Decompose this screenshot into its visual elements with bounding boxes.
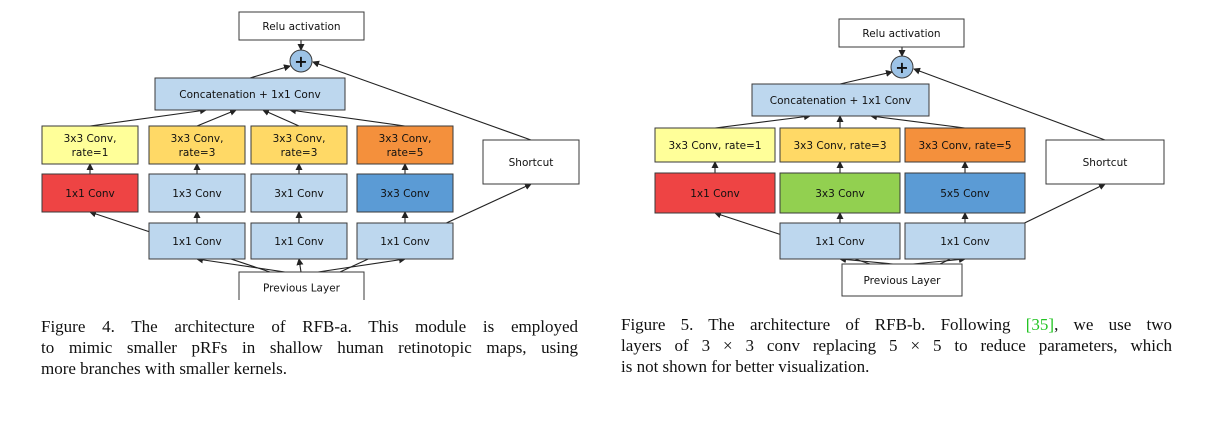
- rfb-a-edge: [299, 259, 301, 272]
- rfb-b-edge: [913, 259, 965, 264]
- rfb-a-diagram: Relu activation Concatenation + 1x1 Conv 3…: [42, 12, 579, 300]
- rfb-b-caption-line-3: is not shown for better visualization.: [621, 356, 1172, 377]
- rfb-a-node-label: 3x3 Conv,: [64, 133, 117, 145]
- rfb-a-node-label: 3x3 Conv,: [171, 133, 224, 145]
- rfb-b-node-b1-dil: 3x3 Conv, rate=1: [655, 128, 775, 162]
- rfb-a-node-label: rate=3: [281, 147, 318, 159]
- rfb-b-node-b3-red: 1x1 Conv: [905, 223, 1025, 259]
- rfb-a-node-label: Concatenation + 1x1 Conv: [179, 89, 320, 101]
- rfb-b-node-label: Relu activation: [862, 28, 940, 40]
- rfb-a-node-b4-dil: 3x3 Conv, rate=5: [357, 126, 453, 164]
- rfb-a-node-b1-dil: 3x3 Conv, rate=1: [42, 126, 138, 164]
- rfb-a-node-label: 1x3 Conv: [172, 188, 222, 200]
- rfb-a-edge: [90, 110, 206, 126]
- rfb-b-node-b3-dil: 3x3 Conv, rate=5: [905, 128, 1025, 162]
- rfb-b-node-prev: Previous Layer: [842, 264, 962, 296]
- rfb-a-edge: [290, 110, 405, 126]
- rfb-a-caption-line-1: Figure 4. The architecture of RFB-a. Thi…: [41, 316, 578, 337]
- rfb-a-node-b4-conv: 3x3 Conv: [357, 174, 453, 212]
- rfb-b-plus-icon: +: [895, 58, 908, 77]
- rfb-a-sum-node: +: [290, 50, 312, 72]
- rfb-b-node-label: 3x3 Conv, rate=1: [668, 140, 761, 152]
- rfb-b-node-label: 3x3 Conv, rate=5: [918, 140, 1011, 152]
- rfb-b-node-label: Concatenation + 1x1 Conv: [770, 95, 911, 107]
- rfb-a-node-label: 3x3 Conv,: [273, 133, 326, 145]
- rfb-b-node-label: 3x3 Conv: [815, 188, 865, 200]
- rfb-b-caption-text-b: , we use two: [1054, 315, 1172, 334]
- rfb-a-caption-line-2: to mimic smaller pRFs in shallow human r…: [41, 337, 578, 358]
- rfb-a-node-label: 1x1 Conv: [380, 236, 430, 248]
- rfb-b-node-label: Previous Layer: [864, 275, 942, 287]
- rfb-b-node-label: 1x1 Conv: [940, 236, 990, 248]
- rfb-a-caption-line-3: more branches with smaller kernels.: [41, 358, 578, 379]
- rfb-a-caption: Figure 4. The architecture of RFB-a. Thi…: [41, 316, 578, 379]
- rfb-a-node-label: 3x3 Conv,: [379, 133, 432, 145]
- rfb-b-caption-line-2: layers of 3 × 3 conv replacing 5 × 5 to …: [621, 335, 1172, 356]
- rfb-b-node-label: 3x3 Conv, rate=3: [793, 140, 886, 152]
- rfb-a-node-label: 3x1 Conv: [274, 188, 324, 200]
- rfb-b-node-relu: Relu activation: [839, 19, 964, 47]
- rfb-b-edge: [840, 72, 892, 84]
- rfb-a-node-label: 1x1 Conv: [65, 188, 115, 200]
- rfb-b-node-b2-conv: 3x3 Conv: [780, 173, 900, 213]
- rfb-b-node-shortcut: Shortcut: [1046, 140, 1164, 184]
- rfb-a-node-b3-conv: 3x1 Conv: [251, 174, 347, 212]
- rfb-b-node-b3-conv: 5x5 Conv: [905, 173, 1025, 213]
- rfb-a-node-label: 1x1 Conv: [274, 236, 324, 248]
- rfb-b-node-concat: Concatenation + 1x1 Conv: [752, 84, 929, 116]
- rfb-a-node-b1-conv: 1x1 Conv: [42, 174, 138, 212]
- rfb-a-node-b2-dil: 3x3 Conv, rate=3: [149, 126, 245, 164]
- rfb-a-node-label: Shortcut: [509, 157, 554, 169]
- rfb-a-plus-icon: +: [294, 52, 307, 71]
- rfb-a-node-relu: Relu activation: [239, 12, 364, 40]
- rfb-b-node-label: 5x5 Conv: [940, 188, 990, 200]
- rfb-b-caption-line-1: Figure 5. The architecture of RFB-b. Fol…: [621, 314, 1172, 335]
- rfb-b-node-label: Shortcut: [1083, 157, 1128, 169]
- rfb-a-edge: [197, 110, 236, 126]
- rfb-a-node-label: rate=5: [387, 147, 424, 159]
- rfb-b-node-b1-conv: 1x1 Conv: [655, 173, 775, 213]
- rfb-b-node-label: 1x1 Conv: [690, 188, 740, 200]
- rfb-b-edge: [871, 116, 965, 128]
- rfb-a-edge: [318, 259, 405, 272]
- rfb-a-node-concat: Concatenation + 1x1 Conv: [155, 78, 345, 110]
- rfb-a-node-label: 3x3 Conv: [380, 188, 430, 200]
- rfb-a-node-b3-dil: 3x3 Conv, rate=3: [251, 126, 347, 164]
- rfb-b-node-b2-red: 1x1 Conv: [780, 223, 900, 259]
- rfb-a-node-prev: Previous Layer: [239, 272, 364, 300]
- rfb-b-sum-node: +: [891, 56, 913, 78]
- rfb-a-node-label: rate=3: [179, 147, 216, 159]
- rfb-b-caption: Figure 5. The architecture of RFB-b. Fol…: [621, 314, 1172, 377]
- rfb-a-node-label: Previous Layer: [263, 283, 341, 295]
- rfb-a-node-b3-red: 1x1 Conv: [251, 223, 347, 259]
- rfb-a-node-label: rate=1: [72, 147, 109, 159]
- rfb-a-edge: [197, 259, 285, 272]
- rfb-a-node-b4-red: 1x1 Conv: [357, 223, 453, 259]
- rfb-a-node-b2-conv: 1x3 Conv: [149, 174, 245, 212]
- rfb-b-caption-text-a: Figure 5. The architecture of RFB-b. Fol…: [621, 315, 1026, 334]
- rfb-a-edge: [263, 110, 299, 126]
- rfb-a-node-label: 1x1 Conv: [172, 236, 222, 248]
- architecture-diagrams: Relu activation Concatenation + 1x1 Conv 3…: [0, 0, 1213, 300]
- citation-link[interactable]: [35]: [1026, 315, 1054, 334]
- rfb-b-diagram: Relu activation Concatenation + 1x1 Conv 3…: [655, 19, 1164, 296]
- rfb-a-node-b2-red: 1x1 Conv: [149, 223, 245, 259]
- rfb-b-edge: [715, 116, 810, 128]
- rfb-a-node-label: Relu activation: [262, 21, 340, 33]
- rfb-b-node-b2-dil: 3x3 Conv, rate=3: [780, 128, 900, 162]
- rfb-b-node-label: 1x1 Conv: [815, 236, 865, 248]
- rfb-a-node-shortcut: Shortcut: [483, 140, 579, 184]
- rfb-a-edge: [250, 66, 290, 78]
